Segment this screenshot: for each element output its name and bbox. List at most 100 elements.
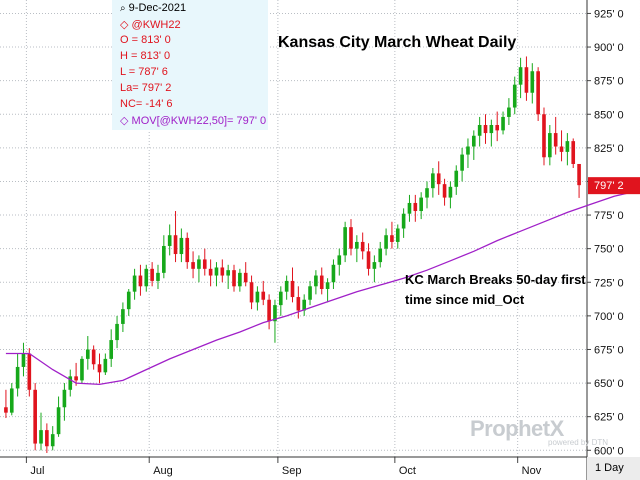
candle-body bbox=[442, 184, 447, 198]
candle-body bbox=[536, 71, 540, 115]
candle-body bbox=[278, 291, 283, 306]
candle-body bbox=[9, 388, 14, 413]
candle-body bbox=[530, 71, 535, 93]
y-tick-label: 750' 0 bbox=[594, 244, 624, 256]
candle-body bbox=[238, 272, 242, 287]
chart-annotation: KC March Breaks 50-day first time since … bbox=[405, 270, 586, 310]
candle-body bbox=[103, 358, 108, 373]
candle-body bbox=[85, 349, 90, 359]
candle-body bbox=[512, 84, 517, 108]
y-tick-label: 650' 0 bbox=[594, 378, 624, 390]
candle-body bbox=[208, 268, 213, 276]
candle-body bbox=[4, 407, 8, 413]
last-price-label: 797' 2 bbox=[594, 180, 624, 192]
candle-body bbox=[553, 133, 558, 147]
candle-body bbox=[349, 227, 353, 249]
candle-body bbox=[366, 251, 371, 269]
candle-body bbox=[413, 202, 418, 212]
candle-body bbox=[524, 67, 529, 93]
candle-body bbox=[477, 125, 482, 136]
legend-ma: MOV[@KWH22,50]= 797' 0 bbox=[131, 115, 267, 127]
plot-area bbox=[0, 0, 587, 457]
candle-body bbox=[214, 267, 219, 276]
candle-body bbox=[372, 262, 377, 269]
legend-symbol: @KWH22 bbox=[131, 19, 181, 31]
legend-date-row: ⌕ 9-Dec-2021 bbox=[120, 2, 186, 14]
annotation-line-1: KC March Breaks 50-day first bbox=[405, 272, 586, 287]
y-tick-label: 825' 0 bbox=[594, 143, 624, 155]
candle-body bbox=[395, 228, 400, 242]
y-tick-label: 600' 0 bbox=[594, 445, 624, 457]
candle-body bbox=[325, 282, 330, 289]
candle-body bbox=[460, 154, 464, 171]
candle-body bbox=[559, 146, 564, 152]
candle-body bbox=[495, 125, 500, 131]
candle-body bbox=[419, 197, 423, 212]
candle-body bbox=[62, 389, 67, 408]
ma50-line bbox=[5, 189, 640, 386]
candle-body bbox=[27, 353, 32, 390]
candle-body bbox=[80, 358, 84, 381]
candle-body bbox=[314, 275, 318, 287]
legend-last: La= 797' 2 bbox=[120, 82, 172, 94]
y-tick-label: 850' 0 bbox=[594, 109, 624, 121]
candle-body bbox=[284, 280, 289, 292]
legend-high: H = 813' 0 bbox=[120, 50, 171, 62]
candle-body bbox=[156, 272, 160, 281]
candle-body bbox=[471, 135, 476, 147]
y-tick-label: 675' 0 bbox=[594, 344, 624, 356]
candle-body bbox=[401, 213, 406, 229]
candle-body bbox=[542, 114, 546, 158]
candle-body bbox=[489, 125, 494, 134]
candle-body bbox=[162, 245, 166, 273]
candle-body bbox=[261, 291, 266, 300]
candle-body bbox=[243, 272, 248, 283]
candle-body bbox=[337, 255, 342, 265]
last-price-tag bbox=[588, 177, 640, 195]
candle-body bbox=[173, 235, 178, 255]
diamond-icon: ◇ bbox=[120, 115, 129, 127]
legend-open: O = 813' 0 bbox=[120, 34, 171, 46]
candle-body bbox=[565, 141, 570, 152]
legend-panel: ⌕ 9-Dec-2021 ◇ @KWH22 O = 813' 0 H = 813… bbox=[112, 0, 268, 130]
x-tick-label: Sep bbox=[282, 465, 302, 477]
candle-body bbox=[355, 241, 359, 249]
y-tick-label: 875' 0 bbox=[594, 76, 624, 88]
candle-body bbox=[431, 173, 435, 189]
magnifier-icon[interactable]: ⌕ bbox=[120, 3, 126, 14]
y-tick-label: 625' 0 bbox=[594, 412, 624, 424]
candle-body bbox=[68, 376, 73, 390]
timeframe-selector[interactable]: 1 Day bbox=[587, 457, 640, 480]
y-tick-label: 775' 0 bbox=[594, 210, 624, 222]
candle-body bbox=[97, 364, 102, 373]
candle-body bbox=[226, 270, 230, 276]
candle-body bbox=[425, 188, 429, 198]
candle-body bbox=[126, 291, 131, 310]
y-tick-label: 725' 0 bbox=[594, 277, 624, 289]
candle-body bbox=[50, 434, 55, 447]
candle-body bbox=[308, 286, 312, 300]
candle-body bbox=[121, 309, 125, 324]
chart-title: Kansas City March Wheat Daily bbox=[278, 34, 517, 51]
candle-body bbox=[255, 291, 260, 303]
candle-body bbox=[390, 235, 394, 242]
y-tick-label: 900' 0 bbox=[594, 42, 624, 54]
candle-body bbox=[290, 280, 295, 298]
candle-body bbox=[273, 305, 277, 322]
candle-body bbox=[167, 235, 172, 246]
x-tick-label: Oct bbox=[399, 465, 416, 477]
candle-body bbox=[483, 125, 488, 134]
legend-net-change: NC= -14' 6 bbox=[120, 98, 173, 110]
candle-body bbox=[548, 133, 552, 158]
candle-body bbox=[331, 264, 336, 283]
candle-body bbox=[466, 146, 470, 155]
candle-body bbox=[571, 141, 576, 164]
candle-body bbox=[518, 67, 523, 85]
y-tick-label: 925' 0 bbox=[594, 8, 624, 20]
candle-body bbox=[384, 235, 388, 249]
candle-body bbox=[33, 389, 37, 444]
candle-body bbox=[138, 275, 143, 287]
candle-body bbox=[507, 107, 511, 117]
